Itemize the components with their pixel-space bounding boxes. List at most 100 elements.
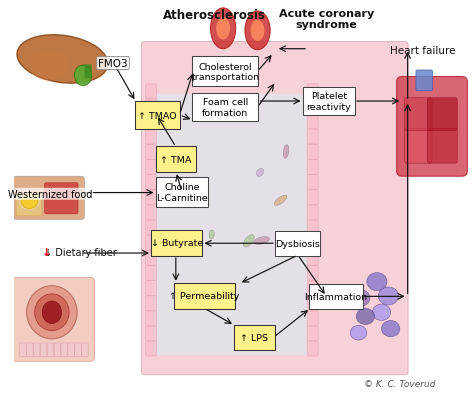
Text: ↓ Dietary fiber: ↓ Dietary fiber — [44, 247, 117, 258]
FancyBboxPatch shape — [82, 343, 88, 357]
Text: FMO3: FMO3 — [98, 59, 128, 69]
Text: Acute coronary
syndrome: Acute coronary syndrome — [279, 9, 374, 30]
Ellipse shape — [283, 145, 289, 159]
FancyBboxPatch shape — [307, 266, 318, 281]
Text: Westernized food: Westernized food — [8, 189, 92, 199]
Text: Foam cell
formation: Foam cell formation — [202, 98, 248, 117]
FancyBboxPatch shape — [146, 100, 156, 115]
FancyBboxPatch shape — [47, 343, 54, 357]
FancyBboxPatch shape — [307, 342, 318, 356]
Circle shape — [21, 194, 37, 209]
FancyBboxPatch shape — [307, 160, 318, 175]
FancyBboxPatch shape — [307, 236, 318, 250]
Ellipse shape — [251, 20, 264, 42]
FancyBboxPatch shape — [146, 175, 156, 190]
FancyBboxPatch shape — [146, 296, 156, 311]
FancyBboxPatch shape — [141, 42, 408, 375]
FancyBboxPatch shape — [146, 342, 156, 356]
FancyBboxPatch shape — [310, 284, 363, 309]
FancyBboxPatch shape — [146, 160, 156, 175]
FancyBboxPatch shape — [416, 71, 432, 92]
FancyBboxPatch shape — [146, 311, 156, 326]
FancyBboxPatch shape — [302, 88, 355, 116]
FancyBboxPatch shape — [397, 77, 467, 177]
Ellipse shape — [216, 18, 230, 40]
FancyBboxPatch shape — [135, 102, 181, 130]
FancyBboxPatch shape — [146, 326, 156, 341]
FancyBboxPatch shape — [307, 251, 318, 265]
Text: Heart failure: Heart failure — [390, 45, 456, 56]
Ellipse shape — [17, 36, 108, 84]
FancyBboxPatch shape — [307, 115, 318, 130]
Ellipse shape — [209, 231, 214, 239]
FancyBboxPatch shape — [20, 343, 26, 357]
Ellipse shape — [274, 196, 287, 206]
Text: Platelet
reactivity: Platelet reactivity — [306, 92, 351, 111]
Ellipse shape — [256, 169, 264, 177]
FancyBboxPatch shape — [146, 220, 156, 235]
Ellipse shape — [210, 9, 236, 49]
Text: Dysbiosis: Dysbiosis — [275, 239, 320, 248]
FancyBboxPatch shape — [307, 311, 318, 326]
Ellipse shape — [35, 294, 69, 331]
Text: Cholesterol
transportation: Cholesterol transportation — [191, 62, 259, 82]
Ellipse shape — [169, 159, 178, 171]
Text: ↑ TMA: ↑ TMA — [160, 155, 192, 164]
FancyBboxPatch shape — [234, 325, 274, 350]
Text: ↑ Permeability: ↑ Permeability — [169, 292, 239, 301]
Text: Inflammation: Inflammation — [304, 292, 368, 301]
FancyBboxPatch shape — [146, 85, 156, 99]
FancyBboxPatch shape — [146, 205, 156, 220]
FancyBboxPatch shape — [307, 326, 318, 341]
Ellipse shape — [245, 12, 270, 51]
Text: Choline
L-Carnitine: Choline L-Carnitine — [156, 183, 208, 202]
Text: Atherosclerosis: Atherosclerosis — [163, 9, 265, 22]
FancyBboxPatch shape — [307, 281, 318, 296]
FancyBboxPatch shape — [404, 99, 432, 131]
FancyBboxPatch shape — [68, 343, 74, 357]
FancyBboxPatch shape — [428, 99, 457, 131]
FancyBboxPatch shape — [307, 85, 318, 99]
FancyBboxPatch shape — [151, 230, 202, 256]
Circle shape — [382, 321, 400, 337]
FancyBboxPatch shape — [153, 94, 310, 355]
Text: ↓: ↓ — [42, 247, 51, 258]
FancyBboxPatch shape — [307, 145, 318, 160]
FancyBboxPatch shape — [146, 281, 156, 296]
FancyBboxPatch shape — [307, 220, 318, 235]
FancyBboxPatch shape — [155, 178, 208, 207]
Circle shape — [378, 287, 399, 305]
Text: ↑ TMAO: ↑ TMAO — [138, 111, 177, 120]
FancyBboxPatch shape — [307, 205, 318, 220]
FancyBboxPatch shape — [155, 146, 197, 173]
FancyBboxPatch shape — [16, 193, 42, 216]
FancyBboxPatch shape — [146, 115, 156, 130]
FancyBboxPatch shape — [174, 283, 235, 309]
Ellipse shape — [74, 66, 92, 86]
FancyBboxPatch shape — [275, 231, 320, 256]
FancyBboxPatch shape — [307, 191, 318, 205]
Text: ↓ Butyrate: ↓ Butyrate — [151, 239, 203, 248]
FancyBboxPatch shape — [404, 129, 432, 164]
FancyBboxPatch shape — [146, 191, 156, 205]
Ellipse shape — [29, 51, 68, 81]
Circle shape — [372, 304, 391, 321]
FancyBboxPatch shape — [45, 183, 78, 214]
Ellipse shape — [179, 187, 191, 199]
FancyBboxPatch shape — [192, 94, 258, 122]
FancyBboxPatch shape — [13, 177, 84, 220]
FancyBboxPatch shape — [428, 129, 457, 164]
Circle shape — [356, 308, 374, 325]
Ellipse shape — [27, 286, 77, 339]
FancyBboxPatch shape — [27, 343, 33, 357]
FancyBboxPatch shape — [307, 175, 318, 190]
FancyBboxPatch shape — [146, 251, 156, 265]
Circle shape — [367, 273, 387, 291]
Ellipse shape — [42, 301, 62, 324]
FancyBboxPatch shape — [146, 266, 156, 281]
FancyBboxPatch shape — [61, 343, 67, 357]
FancyBboxPatch shape — [146, 145, 156, 160]
Ellipse shape — [18, 194, 40, 211]
Ellipse shape — [243, 235, 254, 247]
FancyBboxPatch shape — [307, 296, 318, 311]
